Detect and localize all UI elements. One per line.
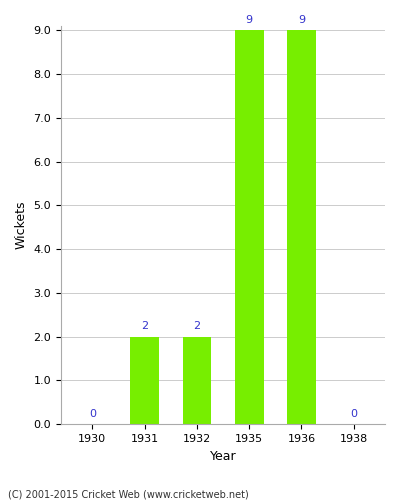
Y-axis label: Wickets: Wickets [15,201,28,250]
Text: 9: 9 [298,15,305,25]
Text: 2: 2 [141,322,148,332]
X-axis label: Year: Year [210,450,236,462]
Text: 9: 9 [246,15,253,25]
Text: 0: 0 [89,409,96,419]
Text: 0: 0 [350,409,357,419]
Bar [130,336,159,424]
Bar [182,336,211,424]
Bar [287,30,316,424]
Bar [235,30,264,424]
Text: (C) 2001-2015 Cricket Web (www.cricketweb.net): (C) 2001-2015 Cricket Web (www.cricketwe… [8,490,249,500]
Text: 2: 2 [193,322,200,332]
